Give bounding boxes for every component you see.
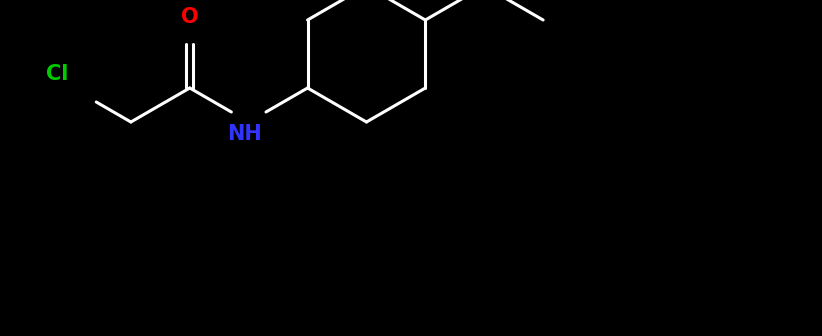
Text: O: O xyxy=(181,7,199,27)
Text: NH: NH xyxy=(228,124,262,144)
Text: Cl: Cl xyxy=(46,64,68,84)
